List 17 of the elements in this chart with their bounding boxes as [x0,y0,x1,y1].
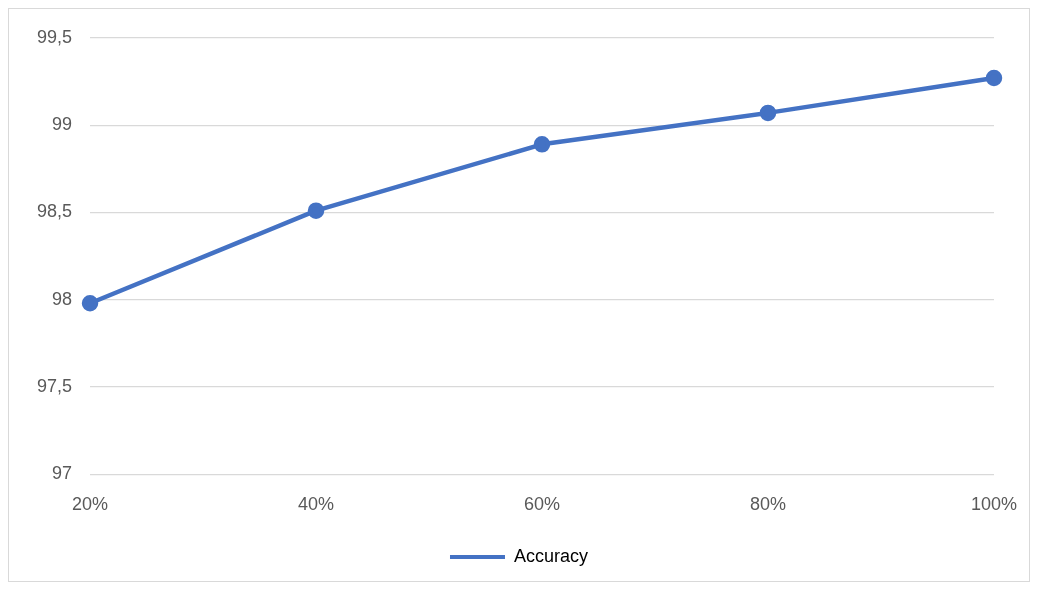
x-tick-label: 80% [749,494,787,515]
y-tick-label: 98 [52,288,73,309]
y-tick-label: 98,5 [36,201,73,222]
x-tick-label: 60% [523,494,561,515]
y-tick-label: 97,5 [36,376,73,397]
x-tick-label: 40% [298,494,335,515]
point [307,202,325,219]
point [533,136,551,153]
x-tick-label: 100% [970,494,1017,515]
y-tick-label: 99 [52,114,73,135]
y-tick-label: 97 [52,463,73,484]
x-tick-label: 20% [72,494,109,515]
legend-label: Accuracy [513,545,589,566]
point [81,295,99,312]
point [759,104,777,122]
y-tick-label: 99,5 [36,26,73,47]
point [985,69,1003,87]
